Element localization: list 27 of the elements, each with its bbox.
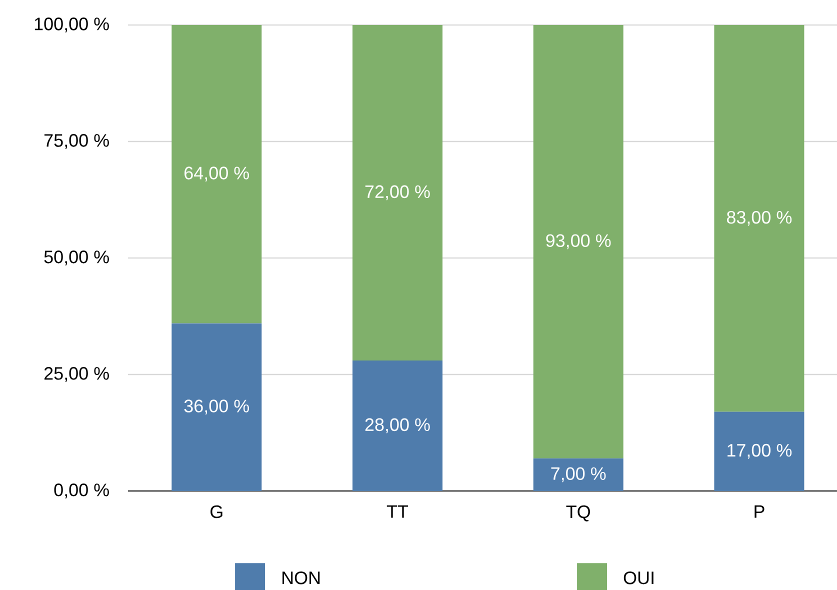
data-label: 17,00 % [728,444,792,459]
bar [172,25,262,324]
x-tick-label: G [210,505,222,518]
data-label: 72,00 % [365,185,430,200]
data-label: 83,00 % [726,210,792,226]
y-tick-label: 25,00 % [44,367,109,382]
bar [533,458,624,491]
bar [714,25,804,412]
legend-label: NON [282,571,320,584]
y-tick-label: 50,00 % [44,250,109,266]
data-label: 93,00 % [546,234,611,250]
bar [352,360,442,491]
bar [714,412,804,491]
legend-label: OUI [624,571,654,584]
data-label: 7,00 % [551,467,606,482]
data-label: 28,00 % [365,418,430,434]
x-tick-label: P [754,505,764,518]
y-tick-label: 100,00 % [34,18,109,32]
bar [172,323,262,491]
y-tick-label: 0,00 % [54,484,109,498]
y-tick-label: 75,00 % [44,134,109,149]
data-label: 36,00 % [184,400,249,415]
x-tick-label: TT [386,505,408,518]
data-label: 64,00 % [184,166,249,182]
x-tick-label: TQ [566,505,590,522]
bar [352,25,442,361]
bar [533,25,624,458]
